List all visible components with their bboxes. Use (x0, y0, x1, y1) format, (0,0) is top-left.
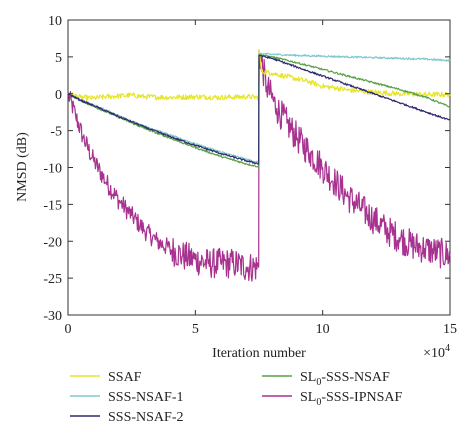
y-tick-label: -10 (43, 162, 62, 177)
series-layer (67, 48, 451, 282)
y-tick-label: 0 (55, 88, 62, 103)
legend-label: SSS-NSAF-1 (108, 390, 183, 405)
y-tick-label: -20 (43, 235, 62, 250)
y-tick-label: -5 (50, 125, 62, 140)
series-line-3 (67, 54, 451, 165)
x-tick-label: 15 (443, 322, 457, 337)
legend-label: SL0-SSS-NSAF (300, 370, 390, 388)
x-tick-label: 10 (316, 322, 330, 337)
y-tick-label: -15 (43, 198, 62, 213)
x-multiplier: ×104 (423, 343, 450, 361)
legend: SSAF SSS-NSAF-1 SSS-NSAF-2 SL0-SSS-NSAF SL0-… (70, 370, 402, 425)
x-multiplier-base: ×10 (423, 346, 445, 361)
x-tick-label: 0 (65, 322, 72, 337)
tick-layer: 0 5 10 15 10 5 0 -5 -10 -15 -20 -25 -30 (43, 14, 457, 337)
y-axis-label: NMSD (dB) (15, 132, 30, 202)
x-multiplier-exp: 4 (445, 343, 450, 354)
y-tick-label: -30 (43, 309, 62, 324)
legend-label: SSS-NSAF-2 (108, 410, 183, 425)
y-tick-label: 10 (48, 14, 62, 29)
y-tick-label: 5 (55, 51, 62, 66)
y-tick-label: -25 (43, 272, 62, 287)
legend-label: SL0-SSS-IPNSAF (300, 390, 402, 408)
x-axis-label: Iteration number (212, 346, 306, 361)
legend-label: SSAF (108, 370, 142, 385)
x-tick-label: 5 (192, 322, 199, 337)
